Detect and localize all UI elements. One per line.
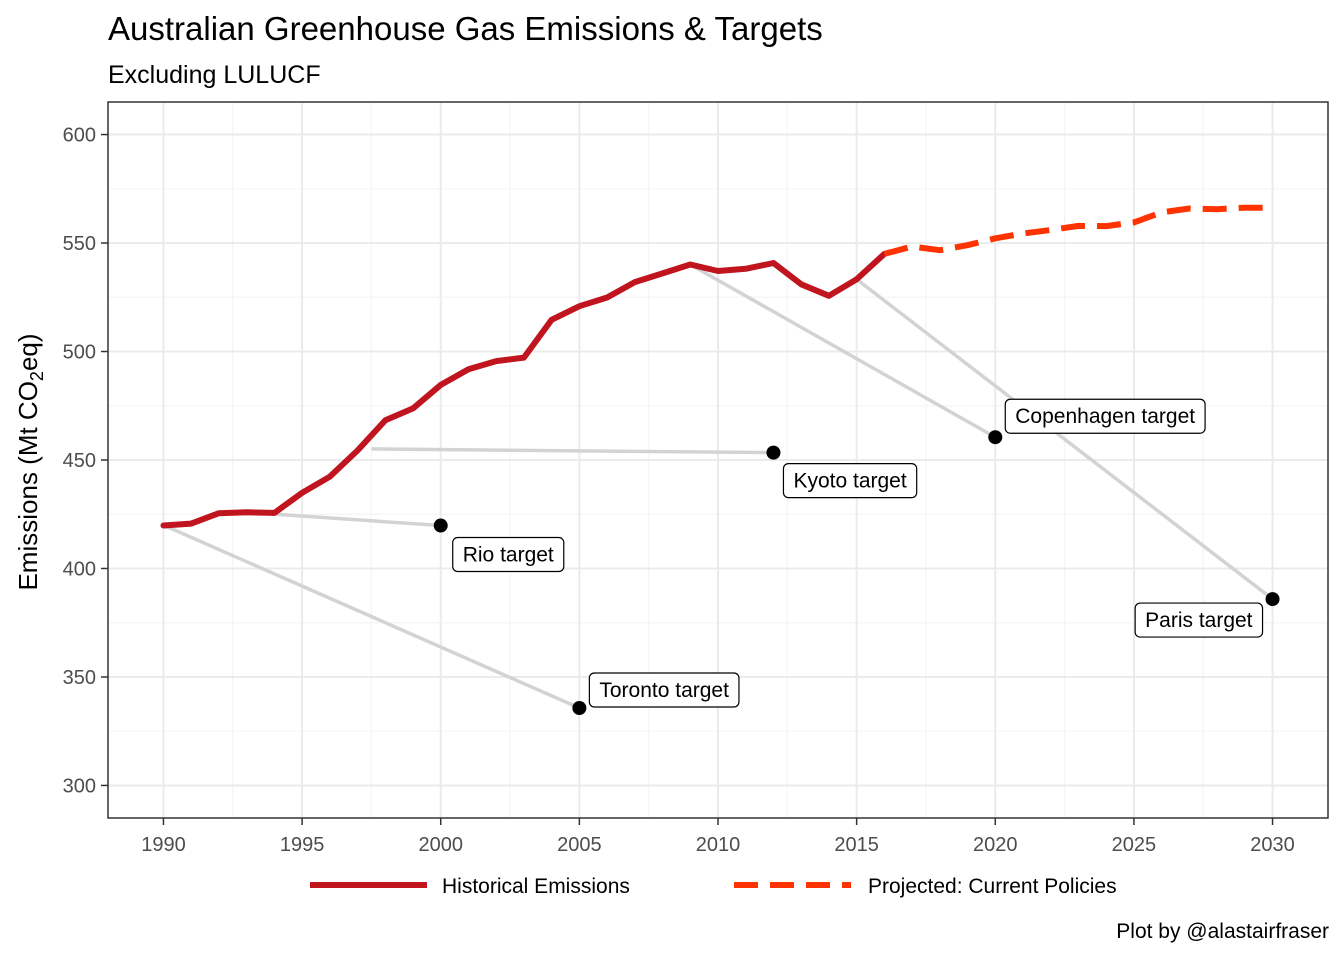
x-axis: 1990 1995 2000 2005 2010 2015 2020 2025 2030 xyxy=(141,818,1295,856)
target-label-box xyxy=(452,536,565,573)
target-label-text: Paris target xyxy=(1145,609,1253,632)
y-tick-label: 450 xyxy=(63,450,96,472)
x-tick-label: 2030 xyxy=(1250,834,1295,856)
y-axis-title: Emissions (Mt CO2eq) xyxy=(13,333,47,590)
target-label-box xyxy=(588,672,740,708)
target-connector-line xyxy=(246,510,441,528)
x-tick-label: 2020 xyxy=(973,834,1018,856)
target-label: Kyoto target xyxy=(782,463,918,499)
target-point xyxy=(766,445,781,460)
legend: Historical Emissions Projected: Current P… xyxy=(310,875,1117,898)
chart-subtitle: Excluding LULUCF xyxy=(108,61,321,89)
x-tick-label: 1995 xyxy=(280,834,325,856)
y-tick-label: 300 xyxy=(63,775,96,797)
target-point xyxy=(1265,592,1280,607)
target-label-text: Kyoto target xyxy=(793,470,906,493)
y-tick-label: 500 xyxy=(63,342,96,364)
x-tick-label: 2010 xyxy=(696,834,741,856)
x-tick-label: 2005 xyxy=(557,834,602,856)
target-connector-line xyxy=(689,262,997,439)
target-label-box xyxy=(1134,602,1264,638)
series-layer xyxy=(160,204,1273,529)
target-connector-line xyxy=(162,523,581,710)
target-label-text: Copenhagen target xyxy=(1015,405,1195,428)
x-tick-label: 2025 xyxy=(1112,834,1157,856)
target-label-box xyxy=(1004,398,1206,434)
target-point xyxy=(572,700,587,715)
y-tick-label: 400 xyxy=(63,558,96,580)
target-label-box xyxy=(782,463,918,499)
caption: Plot by @alastairfraser xyxy=(1116,920,1329,943)
target-connector-line xyxy=(855,277,1274,601)
y-axis: 300 350 400 450 500 550 600 xyxy=(63,125,108,797)
target-label: Toronto target xyxy=(588,672,740,708)
projected-emissions-line xyxy=(883,204,1273,257)
y-tick-label: 350 xyxy=(63,667,96,689)
target-label: Rio target xyxy=(452,536,565,573)
target-labels: Toronto target Rio target Kyoto target Cope… xyxy=(452,398,1264,708)
target-connector-line xyxy=(371,447,774,455)
x-tick-label: 1990 xyxy=(141,834,186,856)
chart-title: Australian Greenhouse Gas Emissions & Ta… xyxy=(108,10,823,47)
historical-emissions-line xyxy=(160,250,888,529)
legend-label-projected: Projected: Current Policies xyxy=(868,875,1117,898)
x-tick-label: 2015 xyxy=(834,834,879,856)
target-label: Paris target xyxy=(1134,602,1264,638)
target-label-text: Toronto target xyxy=(599,679,729,702)
target-point xyxy=(433,518,448,533)
y-tick-label: 550 xyxy=(63,233,96,255)
x-tick-label: 2000 xyxy=(418,834,463,856)
target-label-text: Rio target xyxy=(463,544,554,567)
target-lines xyxy=(162,262,1274,710)
target-points xyxy=(433,430,1280,715)
y-tick-label: 600 xyxy=(63,125,96,147)
target-label: Copenhagen target xyxy=(1004,398,1206,434)
legend-label-historical: Historical Emissions xyxy=(442,875,630,898)
target-point xyxy=(988,430,1003,445)
